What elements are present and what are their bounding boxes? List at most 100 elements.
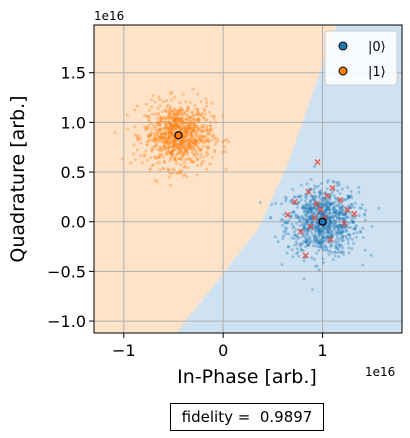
data-point-state1 xyxy=(167,132,170,135)
data-point-state0 xyxy=(347,233,350,236)
data-point-state1 xyxy=(168,172,171,175)
data-point-state0 xyxy=(329,209,332,212)
data-point-state1 xyxy=(208,111,211,114)
data-point-state0 xyxy=(315,222,318,225)
data-point-state1 xyxy=(186,166,189,169)
data-point-state1 xyxy=(177,157,180,160)
data-point-state1 xyxy=(171,172,174,175)
data-point-state1 xyxy=(148,109,151,112)
data-point-state1 xyxy=(154,101,157,104)
data-point-state1 xyxy=(126,114,129,117)
data-point-state1 xyxy=(189,101,192,104)
data-point-state1 xyxy=(215,141,218,144)
data-point-state1 xyxy=(210,115,213,118)
data-point-state0 xyxy=(316,245,319,248)
data-point-state1 xyxy=(179,114,182,117)
data-point-state1 xyxy=(132,143,135,146)
data-point-state0 xyxy=(311,288,314,291)
data-point-state1 xyxy=(224,150,227,153)
data-point-state0 xyxy=(299,245,302,248)
data-point-state1 xyxy=(205,101,208,104)
data-point-state1 xyxy=(167,116,170,119)
data-point-state0 xyxy=(371,225,374,228)
data-point-state1 xyxy=(157,96,160,99)
data-point-state0 xyxy=(325,207,328,210)
data-point-state0 xyxy=(342,230,345,233)
data-point-state1 xyxy=(156,117,159,120)
data-point-state0 xyxy=(301,217,304,220)
data-point-state0 xyxy=(313,191,316,194)
data-point-state1 xyxy=(196,174,199,177)
data-point-state0 xyxy=(325,227,328,230)
data-point-state0 xyxy=(281,218,284,221)
data-point-state1 xyxy=(214,143,217,146)
data-point-state1 xyxy=(161,110,164,113)
data-point-state1 xyxy=(189,127,192,130)
data-point-state1 xyxy=(200,153,203,156)
data-point-state1 xyxy=(202,116,205,119)
data-point-state0 xyxy=(347,239,350,242)
data-point-state0 xyxy=(306,234,309,237)
data-point-state0 xyxy=(360,207,363,210)
data-point-state1 xyxy=(197,153,200,156)
data-point-state1 xyxy=(196,145,199,148)
data-point-state0 xyxy=(309,206,312,209)
data-point-state1 xyxy=(209,125,212,128)
data-point-state0 xyxy=(338,243,341,246)
data-point-state0 xyxy=(292,210,295,213)
legend-label-state1: |1⟩ xyxy=(368,65,386,80)
data-point-state1 xyxy=(162,167,165,170)
data-point-state1 xyxy=(149,167,152,170)
data-point-state0 xyxy=(282,230,285,233)
data-point-state0 xyxy=(310,202,313,205)
data-point-state0 xyxy=(364,219,367,222)
data-point-state0 xyxy=(280,202,283,205)
data-point-state1 xyxy=(170,127,173,130)
scatter-chart: −1 0 1−1.0−0.50.00.51.01.5 1e16 1e16 In-Ph… xyxy=(0,0,410,400)
data-point-state1 xyxy=(201,126,204,129)
data-point-state0 xyxy=(358,191,361,194)
data-point-state1 xyxy=(165,123,168,126)
data-point-state0 xyxy=(359,231,362,234)
data-point-state0 xyxy=(338,228,341,231)
data-point-state1 xyxy=(182,93,185,96)
data-point-state0 xyxy=(378,207,381,210)
data-point-state0 xyxy=(363,214,366,217)
y-exponent-label: 1e16 xyxy=(94,9,124,23)
data-point-state1 xyxy=(157,107,160,110)
data-point-state0 xyxy=(259,201,262,204)
data-point-state0 xyxy=(341,235,344,238)
data-point-state1 xyxy=(209,121,212,124)
data-point-state1 xyxy=(143,155,146,158)
data-point-state0 xyxy=(302,240,305,243)
data-point-state1 xyxy=(167,168,170,171)
data-point-state1 xyxy=(200,161,203,164)
data-point-state1 xyxy=(187,143,190,146)
data-point-state1 xyxy=(162,156,165,159)
data-point-state0 xyxy=(336,217,339,220)
data-point-state0 xyxy=(281,263,284,266)
x-axis-label: In-Phase [arb.] xyxy=(177,366,317,388)
data-point-state1 xyxy=(159,116,162,119)
data-point-state0 xyxy=(318,196,321,199)
data-point-state1 xyxy=(143,114,146,117)
data-point-state0 xyxy=(334,241,337,244)
data-point-state0 xyxy=(299,195,302,198)
data-point-state0 xyxy=(309,240,312,243)
data-point-state0 xyxy=(286,252,289,255)
data-point-state0 xyxy=(321,230,324,233)
data-point-state0 xyxy=(322,240,325,243)
data-point-state0 xyxy=(334,197,337,200)
data-point-state1 xyxy=(198,118,201,121)
fidelity-label: fidelity = xyxy=(182,408,251,426)
data-point-state0 xyxy=(296,243,299,246)
data-point-state1 xyxy=(150,106,153,109)
data-point-state0 xyxy=(350,203,353,206)
data-point-state0 xyxy=(337,255,340,258)
data-point-state1 xyxy=(158,168,161,171)
data-point-state1 xyxy=(192,88,195,91)
data-point-state0 xyxy=(317,234,320,237)
data-point-state1 xyxy=(148,136,151,139)
data-point-state0 xyxy=(310,178,313,181)
x-tick-label: 0 xyxy=(218,341,228,360)
